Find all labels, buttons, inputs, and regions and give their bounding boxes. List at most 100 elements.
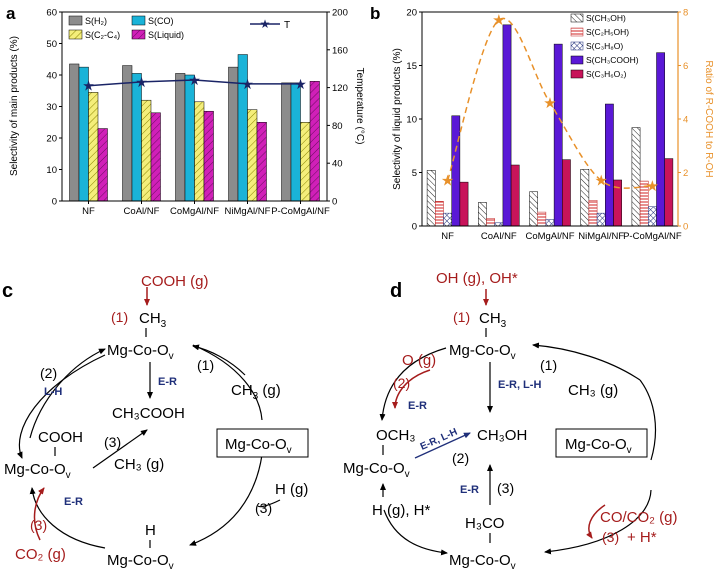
panel-c: c COOH (g) (1) CH3 Mg-Co-Ov E-R CH₃COOH … [2, 273, 309, 572]
panel-c-label: c [2, 280, 13, 302]
legend-swatch-c2c4 [68, 29, 83, 40]
legend-swatch-ch3cooh [570, 55, 584, 65]
label-d-center-box: Mg-Co-Ov [565, 436, 632, 456]
ratio-point-2: ★ [543, 95, 556, 112]
y-tick-label-a-0: 0 [52, 197, 57, 208]
y-tick-label-a-3: 30 [46, 102, 57, 113]
y-tick-label-a-5: 50 [46, 39, 57, 50]
y2-tick-label-b-0: 0 [683, 222, 688, 233]
temperature-point-0: ★ [82, 78, 95, 94]
arc-d-right [639, 379, 657, 461]
arc-d-top-left [379, 347, 447, 421]
label-d-step1-top: (1) [453, 309, 470, 325]
x-tick-label-a-3: NiMgAl/NF [225, 206, 271, 217]
y-tick-label-b-4: 20 [406, 8, 417, 19]
arc-d-bottom-left [383, 509, 448, 556]
arrow-step3-mid [92, 429, 148, 469]
legend-swatch-liquid [131, 29, 146, 40]
label-d-h3co: H₃CO [465, 515, 504, 532]
label-step2: (2) [40, 365, 57, 381]
y2-tick-label-b-3: 6 [683, 61, 688, 72]
species-top: Mg-Co-Ov [107, 342, 174, 362]
y2-tick-label-a-5: 200 [332, 8, 348, 19]
label-d-ch3-top: CH3 [479, 310, 507, 330]
bar-a-s2-c1 [141, 99, 152, 202]
bar-a-s2-c3 [247, 109, 258, 202]
label-h-g: H (g) [275, 481, 308, 498]
ratio-curve [446, 17, 653, 189]
label-d-step3-co: (3) [602, 529, 619, 545]
label-d-er-left: E-R [408, 400, 427, 412]
label-ch3g-right: CH3 (g) [231, 382, 281, 402]
ratio-point-3: ★ [594, 173, 607, 190]
panel-a: a 0 10 20 30 40 50 60 0 40 80 120 160 200 NF CoAl/NF… [6, 4, 365, 217]
bar-a-s0-c4 [281, 82, 292, 202]
y2-tick-label-a-2: 80 [332, 121, 343, 132]
legend-label-ch3cooh: S(CH₃COOH) [586, 55, 639, 65]
x-tick-label-a-2: CoMgAl/NF [170, 206, 219, 217]
label-ch3-top: CH3 [139, 310, 167, 330]
label-er-center: E-R [158, 376, 177, 388]
y-tick-label-a-1: 10 [46, 165, 57, 176]
species-left: Mg-Co-Ov [4, 461, 71, 481]
bar-b-s0-c3 [580, 169, 590, 227]
arrow-co2-up [33, 487, 45, 541]
label-d-h: H (g), H* [372, 502, 431, 519]
bar-a-s2-c2 [194, 101, 205, 202]
x-tick-label-a-4: P-CoMgAl/NF [271, 206, 330, 217]
x-tick-label-b-0: NF [441, 231, 454, 242]
bar-b-s3-c2 [553, 43, 563, 227]
label-step3-mid: (3) [104, 434, 121, 450]
label-d-co-co2: CO/CO₂ (g) [600, 509, 678, 526]
bar-a-s3-c3 [256, 122, 267, 202]
y-tick-label-a-2: 20 [46, 134, 57, 145]
legend-swatch-co [131, 15, 146, 26]
bar-b-s0-c2 [529, 191, 538, 227]
y-tick-label-b-2: 10 [406, 115, 417, 126]
label-step3-h: (3) [255, 500, 272, 516]
bar-b-s1-c2 [537, 211, 547, 227]
y2-tick-label-b-4: 8 [683, 8, 688, 19]
bar-b-s2-c4 [648, 206, 657, 227]
legend-label-ch3oh: S(CH₃OH) [586, 13, 626, 23]
label-cooh-left: COOH [38, 429, 83, 446]
temperature-point-2: ★ [188, 72, 201, 88]
y2-tick-label-b-2: 4 [683, 115, 688, 126]
bar-b-s3-c3 [605, 103, 614, 227]
panel-d-label: d [390, 280, 402, 302]
legend-label-liquid: S(Liquid) [148, 30, 184, 40]
species-d-top: Mg-Co-Ov [449, 342, 516, 362]
bar-a-s0-c1 [122, 65, 133, 202]
arc-d-top-right [532, 342, 641, 381]
label-ch3g-mid: CH₃ (g) [114, 456, 164, 473]
panel-a-label: a [6, 4, 16, 23]
legend-swatch-c3h6o2 [570, 69, 584, 79]
bar-a-s1-c2 [184, 74, 195, 202]
y-tick-label-a-4: 40 [46, 71, 57, 82]
label-d-er-lh-center: E-R, L-H [498, 379, 541, 391]
temperature-point-1: ★ [135, 74, 148, 90]
legend-label-h2: S(H₂) [85, 16, 107, 26]
label-step1-top: (1) [111, 309, 128, 325]
legend-label-co: S(CO) [148, 16, 174, 26]
bar-b-s3-c4 [656, 52, 665, 227]
bar-b-s1-c3 [588, 200, 598, 227]
bar-a-s2-c4 [300, 122, 311, 202]
d-center-box [555, 428, 648, 458]
ratio-point-1: ★ [492, 12, 505, 29]
panel-b-y2-axis-label: Ratio of R-COOH to R-OH [703, 60, 714, 177]
legend-label-c2h5oh: S(C₂H₅OH) [586, 27, 629, 37]
panel-a-y2-axis-label: Temperature (°C) [354, 68, 365, 145]
legend-swatch-h2 [68, 15, 83, 26]
bar-b-s4-c0 [459, 181, 469, 227]
panel-a-legend: S(H₂) S(CO) S(C₂-C₄) S(Liquid) ★ T [68, 15, 290, 40]
y2-tick-label-a-4: 160 [332, 45, 348, 56]
bar-b-s2-c2 [545, 219, 555, 227]
y2-tick-label-b-1: 2 [683, 168, 688, 179]
legend-label-c3h6o2: S(C₃H₆O₂) [586, 69, 627, 79]
bar-b-s0-c1 [478, 202, 487, 227]
temperature-line [88, 79, 301, 87]
arc-d-bottom-right [544, 489, 652, 555]
label-h-atom: H [145, 522, 156, 539]
bar-a-s3-c0 [97, 128, 108, 202]
